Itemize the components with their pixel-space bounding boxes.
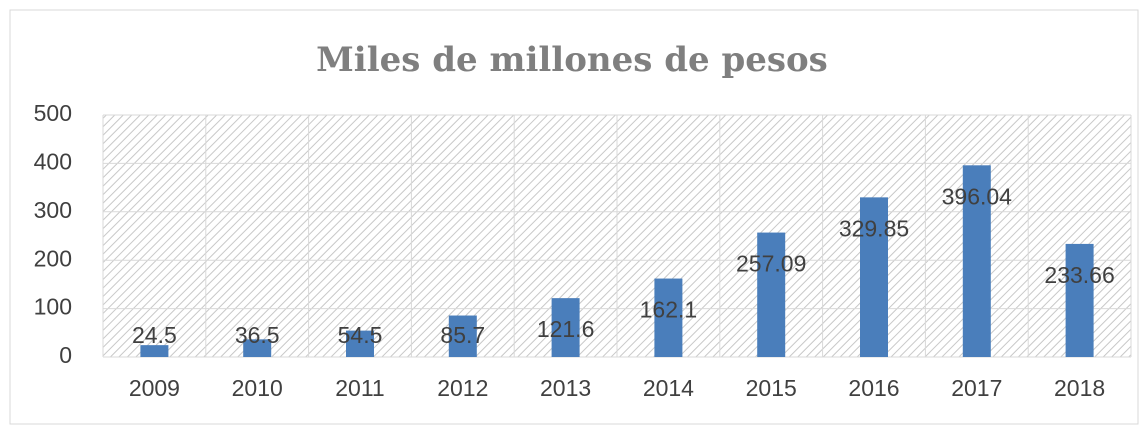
bar [1065, 243, 1094, 357]
data-label: 121.6 [537, 316, 595, 342]
data-label: 36.5 [235, 322, 280, 348]
x-tick-label: 2016 [848, 375, 899, 401]
chart-title: Miles de millones de pesos [316, 40, 828, 80]
y-tick-label: 200 [34, 245, 72, 271]
data-label: 396.04 [942, 183, 1013, 209]
bar [551, 298, 580, 357]
x-tick-label: 2010 [232, 375, 283, 401]
x-tick-label: 2015 [746, 375, 797, 401]
data-label: 54.5 [338, 322, 383, 348]
bar [654, 278, 683, 357]
y-tick-label: 400 [34, 148, 72, 174]
y-tick-label: 500 [34, 100, 72, 126]
x-tick-label: 2009 [129, 375, 180, 401]
bar [860, 197, 888, 357]
bar [448, 315, 477, 357]
data-label: 257.09 [736, 251, 806, 277]
x-tick-label: 2017 [951, 375, 1002, 401]
bar [140, 345, 169, 357]
y-tick-label: 100 [34, 294, 72, 320]
x-tick-label: 2018 [1054, 375, 1105, 401]
bar [346, 330, 374, 357]
data-label: 85.7 [440, 322, 485, 348]
bar [243, 339, 272, 357]
data-label: 329.85 [839, 215, 909, 241]
y-tick-label: 300 [34, 197, 72, 223]
data-label: 233.66 [1044, 262, 1114, 288]
data-label: 162.1 [640, 297, 698, 323]
bar [962, 165, 991, 357]
x-tick-label: 2011 [335, 375, 384, 401]
data-label: 24.5 [132, 322, 177, 348]
bar [757, 232, 786, 357]
x-tick-label: 2012 [437, 375, 488, 401]
y-tick-label: 0 [59, 342, 72, 368]
x-tick-label: 2013 [540, 375, 591, 401]
x-tick-label: 2014 [643, 375, 694, 401]
